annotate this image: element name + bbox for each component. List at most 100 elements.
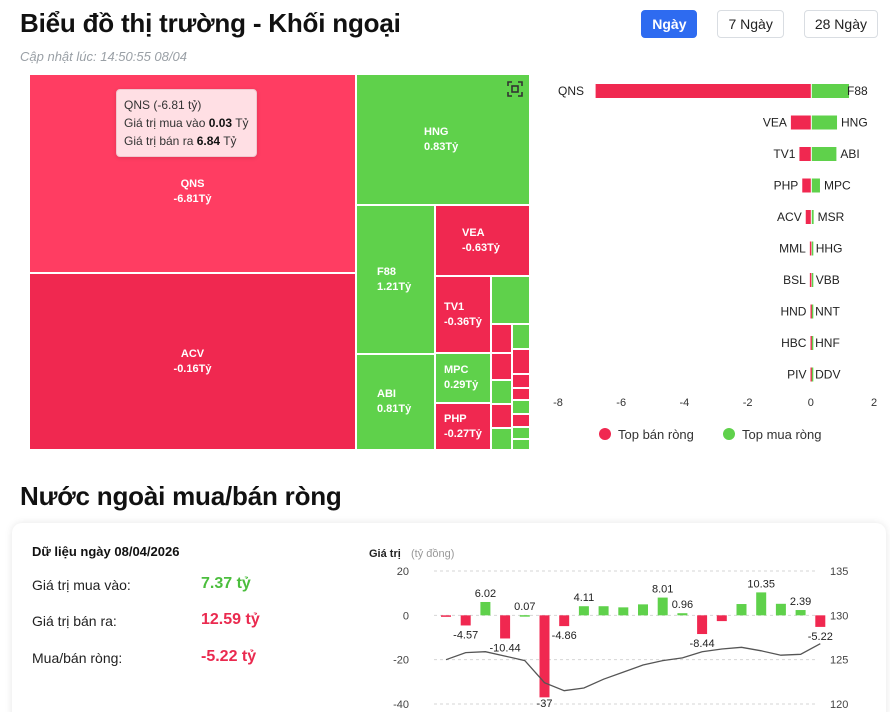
- bar-value-label: 4.11: [574, 592, 595, 604]
- tile-php[interactable]: PHP -0.27Tỷ: [435, 403, 491, 450]
- net-bar[interactable]: [756, 592, 767, 616]
- tile-mpc[interactable]: MPC 0.29Tỷ: [435, 353, 491, 403]
- net-bar[interactable]: [638, 604, 648, 616]
- tile-acv[interactable]: ACV -0.16Tỷ: [29, 273, 356, 450]
- tile-value: -0.36Tỷ: [444, 315, 482, 328]
- tile-small[interactable]: [512, 388, 530, 400]
- net-bar[interactable]: [559, 615, 570, 627]
- net-bar[interactable]: [519, 615, 530, 617]
- tile-small[interactable]: [512, 374, 530, 388]
- net-bar[interactable]: [598, 606, 609, 616]
- y-axis-title: Giá trị: [369, 548, 401, 560]
- y2-tick-label: 135: [830, 566, 848, 578]
- net-bar[interactable]: [480, 601, 491, 616]
- net-bar[interactable]: [716, 615, 727, 622]
- tile-value: 0.29Tỷ: [444, 379, 479, 391]
- tile-small[interactable]: [491, 353, 512, 380]
- buy-ticker-label: MSR: [818, 210, 845, 224]
- tile-f88[interactable]: F88 1.21Tỷ: [356, 205, 435, 354]
- buy-bar[interactable]: [811, 336, 814, 350]
- tile-small[interactable]: [512, 400, 530, 414]
- sell-bar[interactable]: [810, 367, 812, 382]
- tile-abi[interactable]: ABI 0.81Tỷ: [356, 354, 435, 450]
- buy-bar[interactable]: [811, 115, 838, 130]
- tile-small[interactable]: [491, 324, 512, 353]
- buy-bar[interactable]: [811, 241, 814, 256]
- bar-value-label: -4.86: [552, 630, 577, 642]
- tooltip-sell-row: Giá trị bán ra 6.84 Tỷ: [124, 134, 237, 148]
- net-bar[interactable]: [697, 615, 708, 635]
- tile-ticker: PHP: [444, 412, 467, 425]
- tile-vea[interactable]: VEA -0.63Tỷ: [435, 205, 530, 276]
- buy-ticker-label: VBB: [816, 273, 840, 287]
- sell-bar[interactable]: [802, 178, 811, 193]
- tile-small[interactable]: [491, 404, 512, 428]
- sell-bar[interactable]: [809, 273, 812, 287]
- tile-tv1[interactable]: TV1 -0.36Tỷ: [435, 276, 491, 353]
- x-tick-label: -8: [553, 397, 563, 409]
- legend-label[interactable]: Top bán ròng: [618, 427, 694, 442]
- x-tick-label: 0: [808, 397, 814, 409]
- net-bar[interactable]: [578, 606, 589, 616]
- tab-day[interactable]: Ngày: [641, 10, 698, 38]
- sell-bar[interactable]: [805, 210, 811, 224]
- bar-value-label: -8.44: [690, 638, 715, 650]
- sell-bar[interactable]: [810, 336, 812, 350]
- buy-bar[interactable]: [811, 84, 850, 98]
- buy-ticker-label: NNT: [815, 305, 840, 319]
- net-bar[interactable]: [657, 597, 668, 616]
- buy-bar[interactable]: [811, 367, 814, 382]
- sell-bar[interactable]: [799, 147, 811, 161]
- sell-ticker-label: HBC: [781, 336, 807, 350]
- net-bar[interactable]: [677, 613, 688, 616]
- stats-date: Dữ liệu ngày 08/04/2026: [32, 544, 180, 559]
- tooltip-title: QNS (-6.81 tỷ): [124, 98, 202, 112]
- tile-small[interactable]: [491, 380, 512, 404]
- stat-buy-label: Giá trị mua vào:: [32, 577, 131, 593]
- net-bar[interactable]: [460, 615, 471, 626]
- buy-ticker-label: MPC: [824, 179, 851, 193]
- tile-small[interactable]: [491, 276, 530, 324]
- tile-ticker: ACV: [180, 347, 205, 360]
- net-bar[interactable]: [441, 615, 451, 617]
- tile-small[interactable]: [512, 324, 530, 349]
- sell-bar[interactable]: [595, 84, 811, 98]
- tile-small[interactable]: [512, 349, 530, 374]
- y2-tick-label: 125: [830, 655, 848, 667]
- tab-28-days[interactable]: 28 Ngày: [803, 10, 878, 38]
- updated-timestamp: Cập nhật lúc: 14:50:55 08/04: [20, 49, 187, 64]
- sell-bar[interactable]: [809, 241, 812, 256]
- buy-bar[interactable]: [811, 273, 814, 287]
- stat-sell-value: 12.59 tỷ: [201, 611, 260, 628]
- x-tick-label: -2: [743, 397, 753, 409]
- tile-small[interactable]: [512, 414, 530, 427]
- legend-marker[interactable]: [599, 428, 611, 440]
- sell-bar[interactable]: [790, 115, 811, 130]
- buy-bar[interactable]: [811, 178, 820, 193]
- sell-ticker-label: ACV: [777, 210, 802, 224]
- net-bar[interactable]: [775, 603, 786, 616]
- buy-bar[interactable]: [811, 304, 814, 319]
- net-bar[interactable]: [618, 607, 629, 616]
- tile-small[interactable]: [512, 427, 530, 439]
- expand-icon[interactable]: [506, 80, 524, 98]
- buy-bar[interactable]: [811, 210, 814, 224]
- tile-small[interactable]: [491, 428, 512, 450]
- sell-bar[interactable]: [810, 304, 812, 319]
- bar-value-label: -37: [537, 698, 553, 710]
- tile-hng[interactable]: HNG 0.83Tỷ: [356, 74, 530, 205]
- sell-ticker-label: VEA: [763, 116, 787, 130]
- buy-bar[interactable]: [811, 147, 837, 161]
- stat-net-value: -5.22 tỷ: [201, 648, 257, 665]
- net-bar[interactable]: [795, 610, 806, 616]
- bar-value-label: 0.07: [514, 601, 535, 613]
- net-bar[interactable]: [500, 615, 511, 639]
- index-line: [445, 643, 821, 692]
- tab-7-days[interactable]: 7 Ngày: [717, 10, 784, 38]
- net-bar[interactable]: [539, 615, 550, 698]
- tile-small[interactable]: [512, 439, 530, 450]
- legend-marker[interactable]: [723, 428, 735, 440]
- legend-label[interactable]: Top mua ròng: [742, 427, 822, 442]
- net-bar[interactable]: [815, 615, 826, 627]
- net-bar[interactable]: [736, 604, 747, 616]
